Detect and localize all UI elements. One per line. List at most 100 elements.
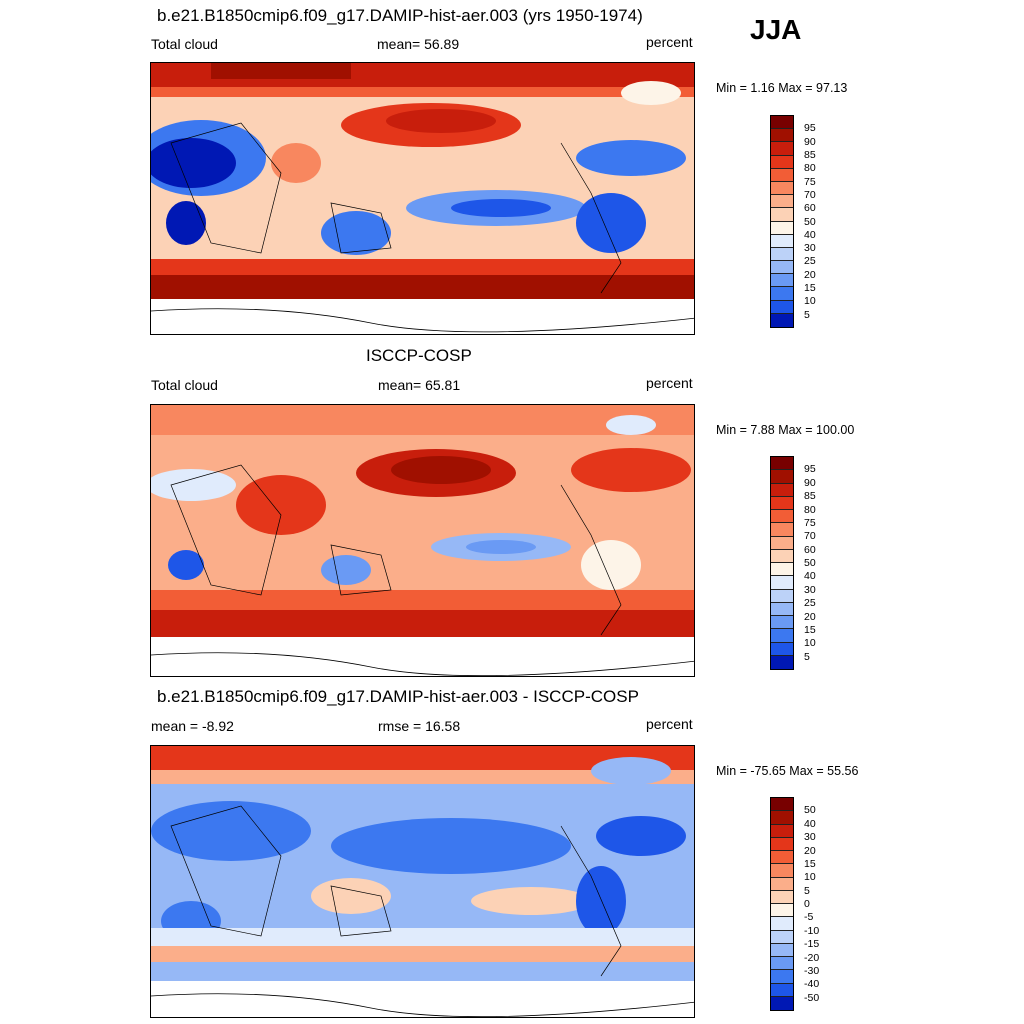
colorbar-swatch	[771, 208, 793, 222]
colorbar-tick-label: 5	[804, 650, 810, 663]
panel-3-units-label: percent	[646, 716, 693, 732]
colorbar-tick-label: 20	[804, 610, 816, 623]
colorbar-tick-label: 30	[804, 242, 816, 255]
colorbar-swatch	[771, 155, 793, 169]
colorbar-swatch	[771, 877, 793, 891]
colorbar-tick-label: 50	[804, 557, 816, 569]
colorbar-swatch	[771, 983, 793, 997]
colorbar-swatch	[771, 996, 793, 1010]
colorbar-tick-label: 15	[804, 282, 816, 295]
colorbar-swatch	[771, 864, 793, 878]
colorbar-tick-label: 10	[804, 871, 816, 884]
colorbar-tick-label: 70	[804, 188, 816, 201]
colorbar-swatch	[771, 904, 793, 918]
colorbar-tick-label: 50	[804, 215, 816, 228]
colorbar-swatch	[771, 629, 793, 643]
colorbar-swatch	[771, 655, 793, 669]
panel-1-map	[150, 62, 695, 335]
colorbar-swatch	[771, 824, 793, 838]
colorbar-tick-label: 95	[804, 122, 816, 135]
panel-2-title: ISCCP-COSP	[366, 346, 472, 365]
colorbar-tick-label: 60	[804, 543, 816, 556]
colorbar-swatch	[771, 523, 793, 537]
colorbar-tick-label: 5	[804, 884, 810, 897]
colorbar-tick-label: 40	[804, 570, 816, 583]
colorbar-tick-label: 5	[804, 308, 810, 321]
colorbar-swatch	[771, 142, 793, 156]
colorbar-swatch	[771, 851, 793, 865]
colorbar-tick-label: 15	[804, 857, 816, 870]
colorbar-swatch	[771, 181, 793, 196]
colorbar-tick-label: -10	[804, 924, 820, 937]
panel-3-rmse-label: rmse = 16.58	[378, 718, 461, 734]
panel-1-map-field	[151, 63, 694, 334]
colorbar-swatch	[771, 129, 793, 143]
colorbar-tick-label: 80	[804, 162, 816, 175]
colorbar-swatch	[771, 549, 793, 563]
colorbar-swatch	[771, 616, 793, 630]
season-label: JJA	[750, 14, 802, 45]
colorbar-swatch	[771, 116, 793, 130]
colorbar-swatch	[771, 602, 793, 616]
colorbar-swatch	[771, 247, 793, 262]
colorbar-swatch	[771, 957, 793, 971]
panel-1-units-label: percent	[646, 34, 693, 50]
colorbar-swatch	[771, 234, 793, 248]
colorbar-swatch	[771, 890, 793, 904]
colorbar-swatch	[771, 798, 793, 812]
panel-1-colorbar	[770, 115, 794, 328]
colorbar-swatch	[771, 496, 793, 510]
colorbar-tick-label: 25	[804, 597, 816, 610]
colorbar-swatch	[771, 943, 793, 957]
colorbar-swatch	[771, 510, 793, 524]
colorbar-tick-label: 20	[804, 844, 816, 857]
panel-3-min-max: Min = -75.65 Max = 55.56	[716, 764, 859, 778]
colorbar-tick-label: 10	[804, 295, 816, 308]
panel-2-variable-label: Total cloud	[151, 377, 218, 393]
panel-2-mean-label: mean= 65.81	[378, 377, 461, 393]
colorbar-tick-label: 10	[804, 637, 816, 650]
panel-2-map-field	[151, 405, 694, 676]
colorbar-tick-label: -20	[804, 951, 820, 964]
colorbar-tick-label: -15	[804, 938, 820, 951]
colorbar-tick-label: 75	[804, 175, 816, 188]
colorbar-swatch	[771, 300, 793, 314]
colorbar-tick-label: 60	[804, 202, 816, 215]
panel-2-units-label: percent	[646, 375, 693, 391]
panel-2-map	[150, 404, 695, 677]
colorbar-swatch	[771, 470, 793, 484]
colorbar-tick-label: 15	[804, 623, 816, 636]
colorbar-tick-label: 80	[804, 503, 816, 516]
colorbar-tick-label: 30	[804, 831, 816, 844]
panel-3-title: b.e21.B1850cmip6.f09_g17.DAMIP-hist-aer.…	[157, 687, 639, 706]
colorbar-swatch	[771, 576, 793, 590]
colorbar-tick-label: 95	[804, 463, 816, 476]
colorbar-tick-label: 85	[804, 148, 816, 161]
colorbar-swatch	[771, 221, 793, 235]
panel-1-min-max: Min = 1.16 Max = 97.13	[716, 81, 848, 95]
panel-1-variable-label: Total cloud	[151, 36, 218, 52]
colorbar-tick-label: -30	[804, 964, 820, 977]
colorbar-tick-label: 40	[804, 228, 816, 241]
colorbar-swatch	[771, 261, 793, 275]
colorbar-swatch	[771, 589, 793, 603]
panel-2-colorbar	[770, 456, 794, 670]
colorbar-tick-label: 90	[804, 135, 816, 148]
colorbar-swatch	[771, 168, 793, 182]
panel-3-colorbar	[770, 797, 794, 1011]
colorbar-swatch	[771, 837, 793, 851]
colorbar-tick-label: 40	[804, 817, 816, 830]
colorbar-tick-label: 75	[804, 516, 816, 529]
colorbar-tick-label: 50	[804, 804, 816, 817]
colorbar-swatch	[771, 274, 793, 288]
colorbar-tick-label: 90	[804, 476, 816, 489]
colorbar-swatch	[771, 970, 793, 984]
panel-3-map	[150, 745, 695, 1018]
panel-3-mean-label: mean = -8.92	[151, 718, 234, 734]
panel-2-min-max: Min = 7.88 Max = 100.00	[716, 423, 855, 437]
colorbar-tick-label: 0	[804, 898, 810, 910]
colorbar-tick-label: 25	[804, 255, 816, 268]
colorbar-swatch	[771, 563, 793, 577]
panel-3-map-field	[151, 746, 694, 1017]
colorbar-swatch	[771, 457, 793, 471]
